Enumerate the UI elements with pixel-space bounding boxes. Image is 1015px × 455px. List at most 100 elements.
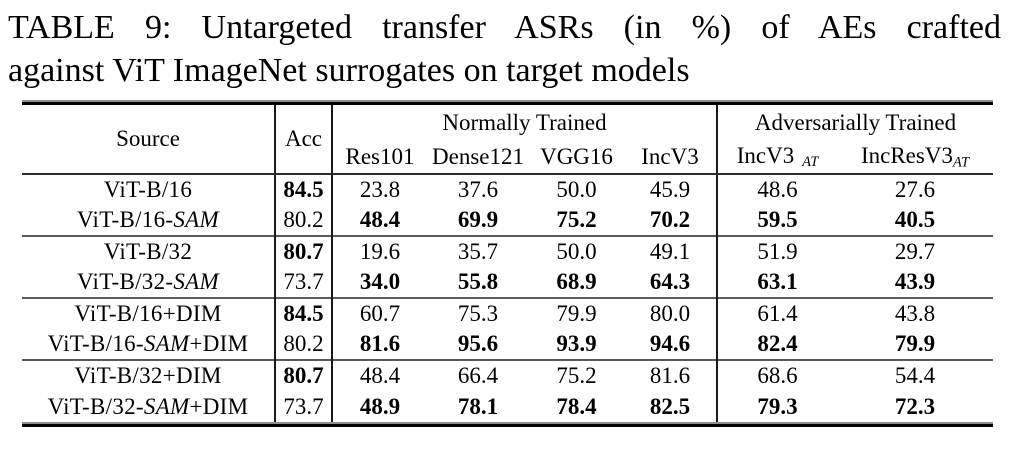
cell-acc: 84.5 (274, 297, 333, 329)
cell-acc: 84.5 (274, 174, 333, 205)
cell-value: 54.4 (837, 359, 994, 391)
source-prefix: ViT-B/16- (77, 207, 174, 233)
header-columns-row: Res101 Dense121 VGG16 IncV3 IncV3 AT IncR… (22, 141, 994, 175)
cell-value: 78.4 (556, 393, 597, 419)
cell-value: 40.5 (894, 207, 936, 233)
paper-table-figure: TABLE 9: Untargeted transfer ASRs (in %)… (0, 6, 1015, 427)
source-prefix: ViT-B/32- (47, 393, 144, 419)
cell-value: 48.6 (716, 174, 838, 205)
header-group-normally-trained: Normally Trained (330, 105, 718, 141)
cell-value: 79.9 (894, 331, 936, 357)
asr-results-table: Source Acc Normally Trained Adversariall… (22, 105, 994, 422)
table-row-vit-b32-sam-dim: ViT-B/32-SAM+DIM 73.7 48.9 78.1 78.4 82.… (22, 391, 993, 422)
header-incv3-at-base: IncV3 (736, 142, 795, 168)
table-row-vit-b32-sam: ViT-B/32-SAM 73.7 34.0 55.8 68.9 64.3 63… (22, 267, 993, 298)
cell-value: 72.3 (894, 393, 936, 419)
source-prefix: ViT-B/32+DIM (74, 363, 222, 389)
table-row-vit-b16-sam-dim: ViT-B/16-SAM+DIM 80.2 81.6 95.6 93.9 94.… (22, 329, 993, 360)
cell-value: 79.3 (716, 391, 838, 422)
cell-value: 81.6 (624, 359, 718, 391)
header-source: Source (22, 105, 275, 175)
cell-value: 75.2 (556, 207, 597, 233)
header-incresv3-at-subscript: AT (952, 154, 970, 171)
header-col-incv3: IncV3 (624, 141, 718, 175)
cell-value: 27.6 (894, 177, 936, 203)
cell-value: 95.6 (457, 331, 499, 357)
cell-value: 50.0 (556, 177, 597, 203)
cell-value: 68.6 (716, 359, 838, 391)
header-col-res101: Res101 (331, 141, 427, 175)
cell-value: 43.8 (837, 297, 994, 329)
header-group-adversarially-trained: Adversarially Trained (716, 105, 994, 141)
cell-value: 61.4 (716, 297, 838, 329)
cell-value: 93.9 (556, 331, 597, 357)
cell-value: 43.9 (894, 269, 936, 295)
cell-value: 37.6 (457, 177, 499, 203)
table-header: Source Acc Normally Trained Adversariall… (22, 105, 994, 175)
cell-source: ViT-B/32+DIM (22, 359, 275, 391)
source-prefix: ViT-B/16 (103, 177, 193, 203)
header-group-row: Source Acc Normally Trained Adversariall… (22, 105, 994, 175)
cell-acc: 73.7 (274, 391, 333, 422)
cell-acc: 80.7 (274, 235, 333, 267)
source-prefix: ViT-B/32 (103, 239, 193, 265)
table-caption: TABLE 9: Untargeted transfer ASRs (in %)… (8, 6, 1001, 92)
source-suffix: +DIM (189, 393, 249, 419)
cell-value: 75.3 (427, 297, 529, 329)
table-body: ViT-B/16 84.5 23.8 37.6 50.0 45.9 48.6 2… (22, 174, 994, 422)
cell-value: 35.7 (427, 235, 529, 267)
cell-value: 34.0 (359, 269, 401, 295)
table-row-vit-b16-dim: ViT-B/16+DIM 84.5 60.7 75.3 79.9 80.0 61… (22, 297, 994, 329)
table-row-vit-b16: ViT-B/16 84.5 23.8 37.6 50.0 45.9 48.6 2… (22, 174, 993, 205)
cell-value: 78.1 (457, 393, 499, 419)
cell-source: ViT-B/16-SAM+DIM (22, 329, 275, 360)
cell-value: 51.9 (716, 235, 838, 267)
cell-value: 48.4 (332, 359, 427, 391)
header-col-incv3-at: IncV3 AT (716, 141, 838, 175)
cell-value: 94.6 (649, 331, 691, 357)
source-prefix: ViT-B/32- (77, 269, 174, 295)
cell-value: 49.1 (624, 235, 718, 267)
cell-value: 48.4 (359, 207, 401, 233)
cell-source: ViT-B/32-SAM+DIM (22, 391, 275, 422)
source-prefix: ViT-B/16- (47, 331, 144, 357)
source-sam: SAM (173, 269, 219, 295)
cell-source: ViT-B/32-SAM (22, 267, 275, 298)
cell-acc: 80.7 (274, 359, 333, 391)
table-row-vit-b32: ViT-B/32 80.7 19.6 35.7 50.0 49.1 51.9 2… (22, 235, 994, 267)
source-suffix: +DIM (189, 331, 249, 357)
cell-acc: 80.2 (274, 205, 333, 236)
cell-value: 45.9 (649, 177, 691, 203)
cell-value: 59.5 (716, 205, 838, 236)
caption-line-2: against ViT ImageNet surrogates on targe… (8, 52, 690, 89)
bottom-double-rule (22, 422, 993, 427)
cell-value: 75.2 (529, 359, 624, 391)
cell-value: 79.9 (529, 297, 624, 329)
source-sam: SAM (143, 393, 190, 419)
cell-source: ViT-B/32 (22, 235, 275, 267)
header-col-dense121: Dense121 (427, 141, 529, 175)
cell-source: ViT-B/16-SAM (22, 205, 275, 236)
cell-value: 82.5 (649, 393, 691, 419)
table-row-vit-b32-dim: ViT-B/32+DIM 80.7 48.4 66.4 75.2 81.6 68… (22, 359, 994, 391)
cell-value: 66.4 (427, 359, 529, 391)
cell-acc: 73.7 (274, 267, 333, 298)
header-col-vgg16: VGG16 (529, 141, 624, 175)
table-container: Source Acc Normally Trained Adversariall… (22, 100, 994, 427)
header-incresv3-at-base: IncResV3 (860, 142, 953, 168)
top-double-rule (22, 100, 993, 105)
cell-acc: 80.2 (274, 329, 333, 360)
cell-value: 69.9 (457, 207, 499, 233)
source-prefix: ViT-B/16+DIM (74, 301, 222, 327)
cell-value: 82.4 (716, 329, 838, 360)
header-col-incresv3-at: IncResV3AT (837, 141, 994, 175)
cell-value: 64.3 (649, 269, 691, 295)
table-row-vit-b16-sam: ViT-B/16-SAM 80.2 48.4 69.9 75.2 70.2 59… (22, 205, 993, 236)
cell-value: 70.2 (649, 207, 691, 233)
caption-line-1: TABLE 9: Untargeted transfer ASRs (in %)… (8, 9, 1001, 46)
cell-value: 50.0 (529, 235, 624, 267)
cell-value: 55.8 (457, 269, 499, 295)
source-sam: SAM (143, 331, 190, 357)
cell-value: 63.1 (716, 267, 838, 298)
source-sam: SAM (173, 207, 219, 233)
